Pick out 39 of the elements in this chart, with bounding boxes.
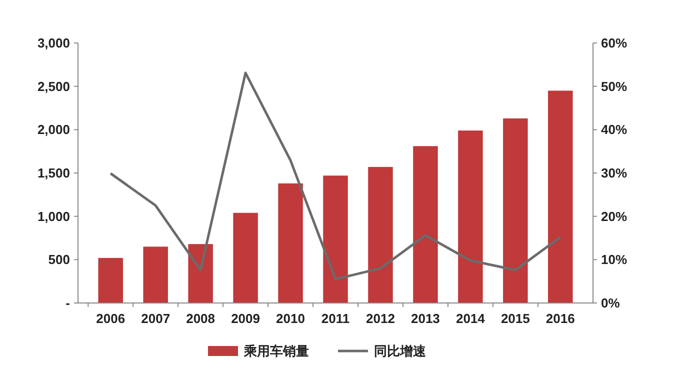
x-tick-label: 2010: [276, 311, 305, 326]
x-tick-label: 2013: [410, 311, 440, 326]
y-tick-label: 2,500: [37, 78, 70, 94]
y-tick-label: 2,000: [37, 122, 70, 138]
bar: [458, 130, 483, 303]
y2-tick-label: 30%: [601, 166, 628, 181]
y-tick-label: -: [66, 296, 70, 311]
x-tick-label: 2006: [96, 311, 126, 326]
bar: [233, 212, 258, 303]
legend-label: 同比增速: [374, 344, 427, 359]
bar: [188, 244, 213, 303]
x-tick-label: 2012: [366, 311, 395, 326]
y-tick-label: 3,000: [37, 36, 70, 51]
x-tick-label: 2015: [500, 311, 530, 326]
bar: [323, 176, 348, 303]
y2-tick-label: 20%: [601, 208, 628, 224]
y-tick-label: 500: [48, 252, 70, 268]
x-tick-label: 2009: [231, 311, 260, 326]
bar: [143, 246, 168, 303]
x-tick-label: 2016: [546, 311, 575, 326]
bar: [278, 183, 303, 303]
y-tick-label: 1,000: [37, 208, 70, 224]
y2-tick-label: 50%: [601, 78, 628, 94]
y-tick-label: 1,500: [37, 166, 70, 181]
bar: [503, 118, 528, 303]
y2-tick-label: 10%: [601, 252, 628, 268]
line-series: [109, 72, 562, 280]
x-tick-label: 2007: [141, 311, 170, 326]
x-tick-label: 2008: [186, 311, 216, 326]
y2-tick-label: 60%: [601, 36, 628, 51]
bar: [98, 258, 123, 303]
bar: [413, 146, 438, 303]
bar: [368, 166, 393, 303]
x-tick-label: 2011: [321, 311, 350, 326]
x-tick-label: 2014: [456, 311, 486, 326]
y2-tick-label: 0%: [601, 296, 620, 311]
legend-label: 乘用车销量: [243, 344, 309, 359]
bar: [548, 90, 573, 303]
y2-tick-label: 40%: [601, 122, 628, 138]
